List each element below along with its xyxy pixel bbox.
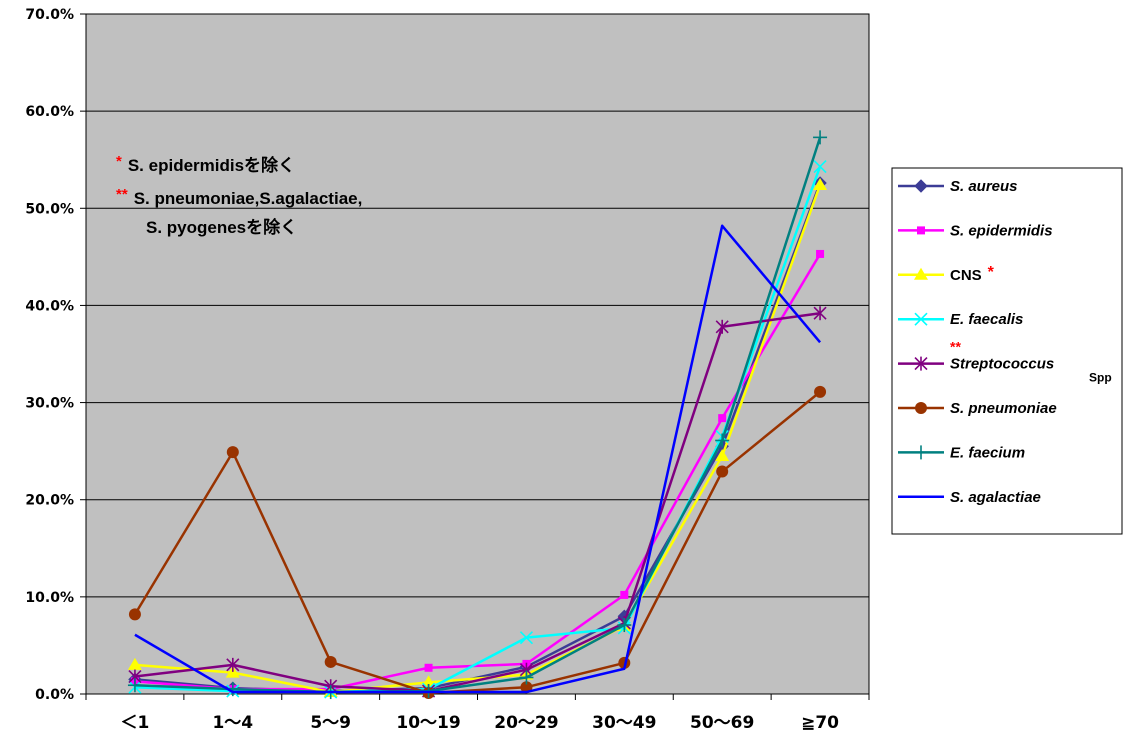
- x-tick-label: 30～49: [592, 713, 656, 733]
- legend-label: Streptococcus: [950, 356, 1054, 373]
- y-tick-label: 60.0%: [25, 104, 74, 120]
- legend-label: S. pneumoniae: [950, 400, 1057, 417]
- data-point: [813, 177, 828, 190]
- data-point: [421, 675, 436, 688]
- data-point: [813, 130, 828, 145]
- data-point: [814, 385, 827, 398]
- data-point: [226, 657, 240, 672]
- legend-marker: [914, 179, 928, 193]
- y-tick-label: 0.0%: [35, 687, 74, 703]
- annotation-mark: **: [116, 186, 128, 203]
- grid-lines: [86, 110, 869, 598]
- data-point: [128, 608, 141, 621]
- y-tick-label: 40.0%: [25, 298, 74, 314]
- data-point: [424, 663, 433, 672]
- annotation-mark: *: [116, 153, 122, 170]
- data-point: [127, 678, 142, 693]
- x-tick-label: 1～4: [212, 713, 253, 733]
- data-point: [715, 433, 730, 448]
- x-axis: ＜1 1～4 5～9 10～19 20～29 30～49 50～69 ≧70: [85, 693, 870, 733]
- data-point: [226, 446, 239, 459]
- legend-item-s-agalactiae: S. agalactiae: [898, 489, 1041, 506]
- legend-item-s-pneumoniae: S. pneumoniae: [898, 400, 1057, 417]
- series-line: [134, 184, 822, 694]
- legend-label: S. agalactiae: [950, 489, 1041, 506]
- y-tick-label: 20.0%: [25, 493, 74, 509]
- series-line: [134, 224, 822, 694]
- annotation-text: S. epidermidisを除く: [128, 155, 295, 175]
- data-point: [127, 657, 142, 670]
- plot-area: [85, 13, 870, 695]
- legend-item-streptococcus: **Streptococcus Spp: [898, 339, 1112, 385]
- legend-marker: [915, 402, 927, 414]
- legend-marker: [914, 267, 928, 280]
- annotation-line: S. pyogenesを除く: [146, 217, 297, 237]
- legend-marker: [914, 312, 928, 326]
- legend-marker: [914, 356, 928, 371]
- data-point: [519, 670, 534, 685]
- data-point: [718, 414, 727, 423]
- y-tick-label: 30.0%: [25, 396, 74, 412]
- data-point: [324, 655, 337, 668]
- legend-marker: [917, 226, 925, 235]
- y-tick-label: 70.0%: [25, 7, 74, 23]
- data-point: [813, 159, 827, 174]
- marker-stroke: [519, 631, 534, 645]
- annotation-block: * S. epidermidisを除く** S. pneumoniae,S.agal…: [116, 153, 362, 237]
- data-point: [617, 618, 632, 633]
- marker-stroke: [813, 159, 827, 174]
- y-axis: 0.0% 10.0% 20.0% 30.0% 40.0% 50.0% 60.0% 70.0%: [25, 7, 86, 703]
- legend-label: E. faecalis: [950, 311, 1023, 328]
- data-point: [715, 319, 729, 334]
- x-tick-label: 50～69: [690, 713, 754, 733]
- annotation-text: S. pyogenesを除く: [146, 217, 297, 237]
- series-e-faecium: [127, 130, 828, 700]
- legend-label: S. epidermidis: [950, 222, 1053, 239]
- series-group: [127, 130, 828, 700]
- legend-suffix: Spp: [1089, 371, 1112, 385]
- legend-item-s-epidermidis: S. epidermidis: [898, 222, 1053, 239]
- y-tick-label: 50.0%: [25, 201, 74, 217]
- annotation-line: * S. epidermidisを除く: [116, 153, 295, 175]
- series-line: [134, 311, 821, 693]
- data-point: [620, 590, 629, 599]
- legend-label: CNS *: [950, 264, 995, 284]
- legend-label: E. faecium: [950, 444, 1025, 461]
- legend-note: **: [950, 339, 961, 355]
- x-tick-label: 20～29: [494, 713, 558, 733]
- legend-note: *: [988, 264, 995, 281]
- legend-marker: [914, 445, 928, 460]
- data-point: [813, 306, 827, 321]
- series-line: [133, 390, 821, 695]
- legend-box: [891, 167, 1123, 535]
- data-point: [816, 249, 825, 258]
- x-tick-label: 10～19: [396, 713, 460, 733]
- x-tick-label: ＜1: [121, 713, 150, 733]
- data-point: [716, 465, 729, 478]
- legend-label: S. aureus: [950, 178, 1018, 195]
- legend-item-s-aureus: S. aureus: [898, 178, 1018, 195]
- annotation-line: ** S. pneumoniae,S.agalactiae,: [116, 186, 362, 208]
- legend-item-e-faecium: E. faecium: [898, 444, 1025, 461]
- data-point: [715, 449, 730, 461]
- x-tick-label: 5～9: [310, 713, 351, 733]
- data-point: [519, 631, 534, 645]
- legend-item-e-faecalis: E. faecalis: [898, 311, 1023, 328]
- y-tick-label: 10.0%: [25, 590, 74, 606]
- annotation-text: S. pneumoniae,S.agalactiae,: [134, 189, 363, 208]
- marker-stroke: [914, 312, 928, 326]
- x-tick-label: ≧70: [801, 713, 839, 733]
- series-s-agalactiae: [134, 224, 822, 694]
- series-line: [134, 136, 822, 694]
